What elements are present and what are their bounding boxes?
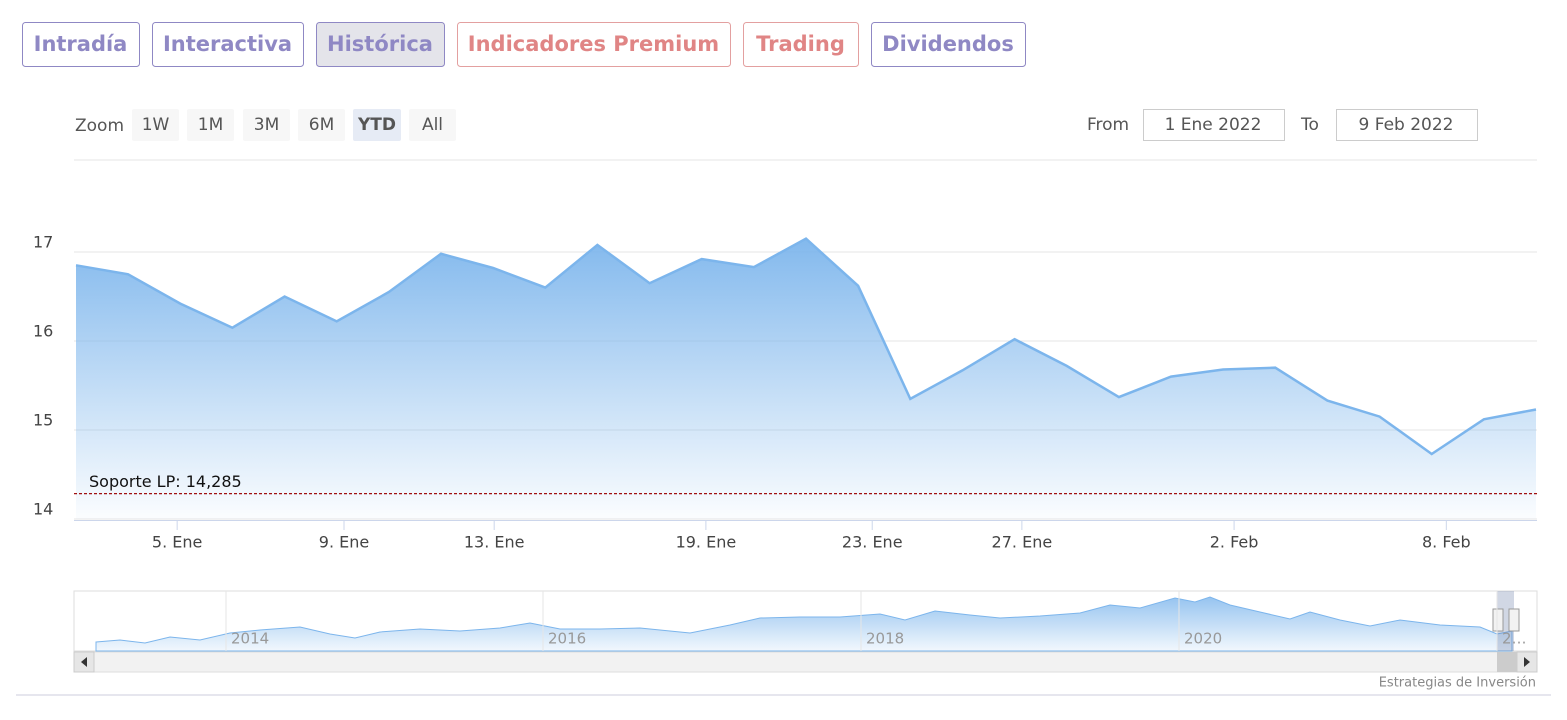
tab-label: Histórica [327,32,433,56]
zoom-button[interactable] [243,109,290,141]
credits: Estrategias de Inversión [1379,676,1536,691]
tab[interactable] [316,22,445,67]
zoom-button-label: 6M [309,115,334,135]
y-tick-label: 15 [33,411,53,430]
zoom-button[interactable] [353,109,401,141]
zoom-button[interactable] [298,109,345,141]
arrow-icon [81,657,87,667]
zoom-button-label: 3M [254,115,279,135]
area-line [75,237,1537,456]
y-tick-label: 17 [33,233,53,252]
navigator-label: 2016 [548,630,586,648]
zoom-button-label: 1M [198,115,223,135]
zoom-button[interactable] [409,109,456,141]
tab[interactable] [743,22,859,67]
from-input[interactable] [1143,109,1285,141]
navigator-handle[interactable] [1508,608,1520,632]
x-tick-label: 9. Ene [319,533,369,552]
support-label: Soporte LP: 14,285 [89,472,242,491]
y-tick-label: 14 [33,500,53,519]
tab-label: Trading [756,32,845,56]
zoom-label: Zoom [75,116,124,136]
tab-label: Interactiva [163,32,292,56]
scrollbar-thumb[interactable] [1497,652,1517,672]
to-label: To [1300,115,1319,135]
navigator-label: 2020 [1184,630,1222,648]
tab[interactable] [871,22,1026,67]
tabs: Intradía Interactiva Histórica Indicadores … [22,22,1026,67]
navigator-handle[interactable] [1492,608,1504,632]
zoom-button-label: All [422,115,443,135]
x-tick-label: 5. Ene [152,533,202,552]
x-tick-label: 19. Ene [676,533,737,552]
scrollbar-track [73,651,1538,673]
navigator-label: 2014 [231,630,269,648]
to-value: 9 Feb 2022 [1359,115,1454,135]
x-tick-label: 23. Ene [842,533,903,552]
to-input[interactable] [1336,109,1478,141]
zoom-button[interactable] [132,109,179,141]
navigator: 2014 2016 2018 2020 2… [73,590,1538,673]
navigator-series [95,596,1513,652]
tab[interactable] [152,22,304,67]
tab-label: Intradía [34,32,128,56]
from-label: From [1087,115,1129,135]
plot: 14 15 16 17 Soporte LP: 14,285 5. Ene 9. Ene 13… [33,233,1537,552]
zoom-button-label: YTD [357,115,396,135]
x-tick-label: 8. Feb [1422,533,1471,552]
x-tick-label: 13. Ene [464,533,525,552]
area-fill [76,238,1536,519]
arrow-icon [1524,657,1530,667]
range-selector: Zoom 1W 1M 3M 6M YTD All From 1 Ene 2022 To 9 Feb … [75,109,1478,141]
navigator-label: 2… [1502,630,1527,648]
tab-label: Dividendos [882,32,1014,56]
zoom-button-label: 1W [142,115,170,135]
navigator-label: 2018 [866,630,904,648]
zoom-button[interactable] [187,109,234,141]
tab[interactable] [22,22,140,67]
x-tick-label: 2. Feb [1210,533,1259,552]
tab-label: Indicadores Premium [468,32,719,56]
x-tick-label: 27. Ene [992,533,1053,552]
y-tick-label: 16 [33,322,53,341]
tab[interactable] [457,22,731,67]
navigator-selection [1497,591,1514,651]
from-value: 1 Ene 2022 [1165,115,1262,135]
